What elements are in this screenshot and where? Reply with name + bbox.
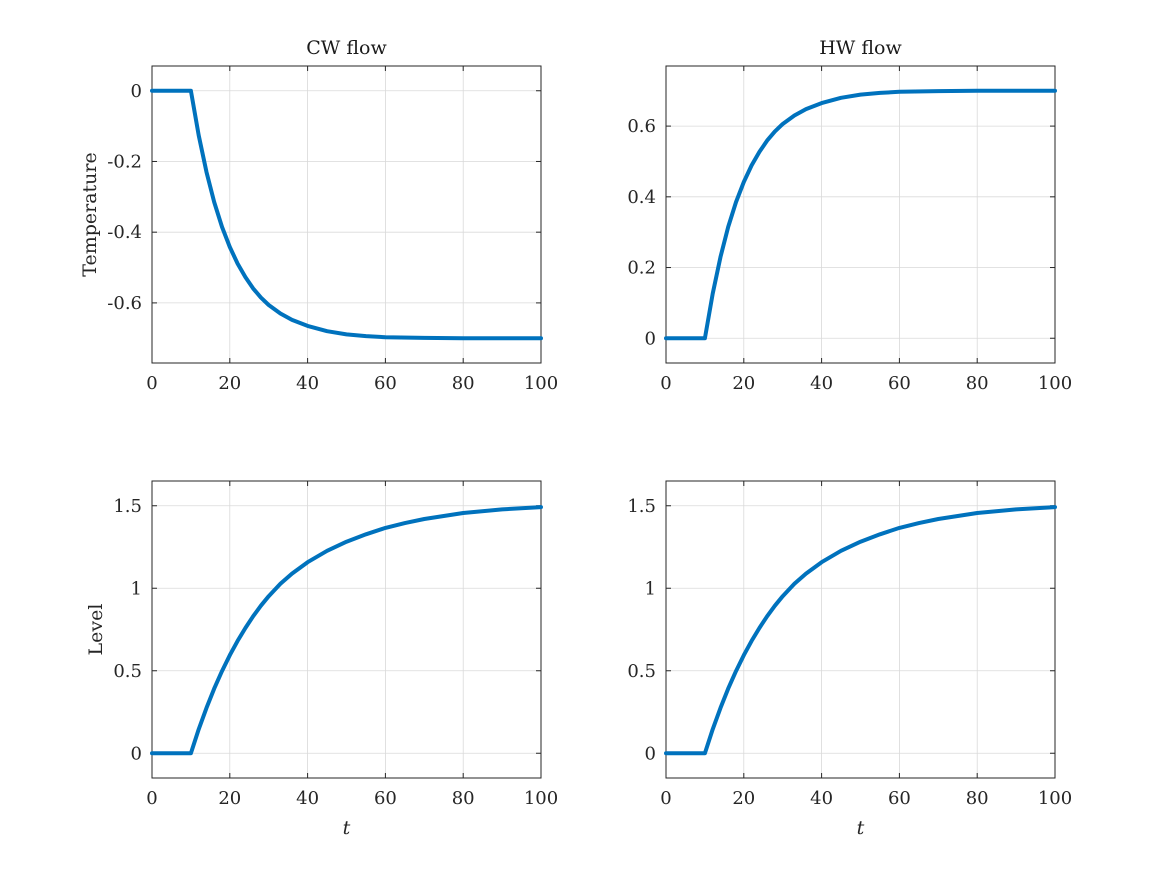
subplot-cw-temperature: 0 20 40 60 80 100 0 -0.2 -0.4 -0.6 CW flow Temperat…	[79, 37, 558, 394]
axes-frame	[151, 480, 542, 779]
axes-frame	[151, 65, 542, 364]
x-tick-label: 100	[1038, 373, 1072, 394]
x-tick-label: 60	[888, 373, 911, 394]
x-tick-label: 20	[732, 373, 755, 394]
y-tick-label: 0	[131, 81, 142, 102]
subplot-title: HW flow	[819, 37, 902, 59]
x-tick-label: 0	[146, 788, 157, 809]
y-tick-label: -0.2	[107, 151, 142, 172]
y-axis-label: Level	[85, 604, 107, 656]
x-tick-label: 20	[218, 373, 241, 394]
x-axis-label: t	[343, 817, 351, 839]
x-tick-label: 80	[452, 373, 475, 394]
plot-area	[665, 480, 1056, 779]
x-tick-label: 0	[660, 373, 671, 394]
subplot-hw-level: 0 20 40 60 80 100 0 0.5 1 1.5 t	[627, 480, 1072, 839]
y-tick-label: 1.5	[627, 496, 656, 517]
y-tick-label: -0.6	[107, 293, 142, 314]
x-tick-label: 0	[660, 788, 671, 809]
x-tick-label: 40	[810, 788, 833, 809]
x-tick-label: 100	[524, 373, 558, 394]
x-tick-label: 80	[966, 788, 989, 809]
subplot-hw-temperature: 0 20 40 60 80 100 0 0.2 0.4 0.6 HW flow	[627, 37, 1072, 394]
x-axis-label: t	[857, 817, 865, 839]
axes-frame	[665, 65, 1056, 364]
plot-area	[151, 65, 542, 364]
y-tick-label: -0.4	[107, 222, 142, 243]
series-line	[150, 88, 543, 341]
subplot-title: CW flow	[306, 37, 387, 59]
y-tick-label: 1	[131, 578, 142, 599]
y-tick-label: 0	[645, 743, 656, 764]
y-axis-label: Temperature	[79, 152, 101, 276]
plot-area	[665, 65, 1056, 364]
axes-frame	[665, 480, 1056, 779]
y-tick-label: 1	[645, 578, 656, 599]
subplot-cw-level: 0 20 40 60 80 100 0 0.5 1 1.5 Level t	[85, 480, 558, 839]
x-tick-label: 20	[218, 788, 241, 809]
x-tick-label: 40	[296, 373, 319, 394]
y-tick-label: 0.6	[627, 116, 656, 137]
x-tick-label: 60	[374, 373, 397, 394]
x-tick-label: 20	[732, 788, 755, 809]
x-tick-label: 80	[452, 788, 475, 809]
y-tick-label: 0	[131, 743, 142, 764]
series-line	[150, 505, 543, 756]
x-tick-label: 100	[524, 788, 558, 809]
x-tick-label: 100	[1038, 788, 1072, 809]
y-tick-label: 0.5	[113, 661, 142, 682]
y-tick-label: 0.5	[627, 661, 656, 682]
y-tick-label: 0.4	[627, 187, 656, 208]
x-tick-label: 80	[966, 373, 989, 394]
x-tick-label: 60	[374, 788, 397, 809]
y-tick-label: 0.2	[627, 258, 656, 279]
x-tick-label: 40	[296, 788, 319, 809]
y-tick-label: 0	[645, 328, 656, 349]
series-line	[664, 88, 1057, 341]
x-tick-label: 40	[810, 373, 833, 394]
x-tick-label: 60	[888, 788, 911, 809]
series-line	[664, 505, 1057, 756]
x-tick-label: 0	[146, 373, 157, 394]
y-tick-label: 1.5	[113, 496, 142, 517]
plot-area	[151, 480, 542, 779]
